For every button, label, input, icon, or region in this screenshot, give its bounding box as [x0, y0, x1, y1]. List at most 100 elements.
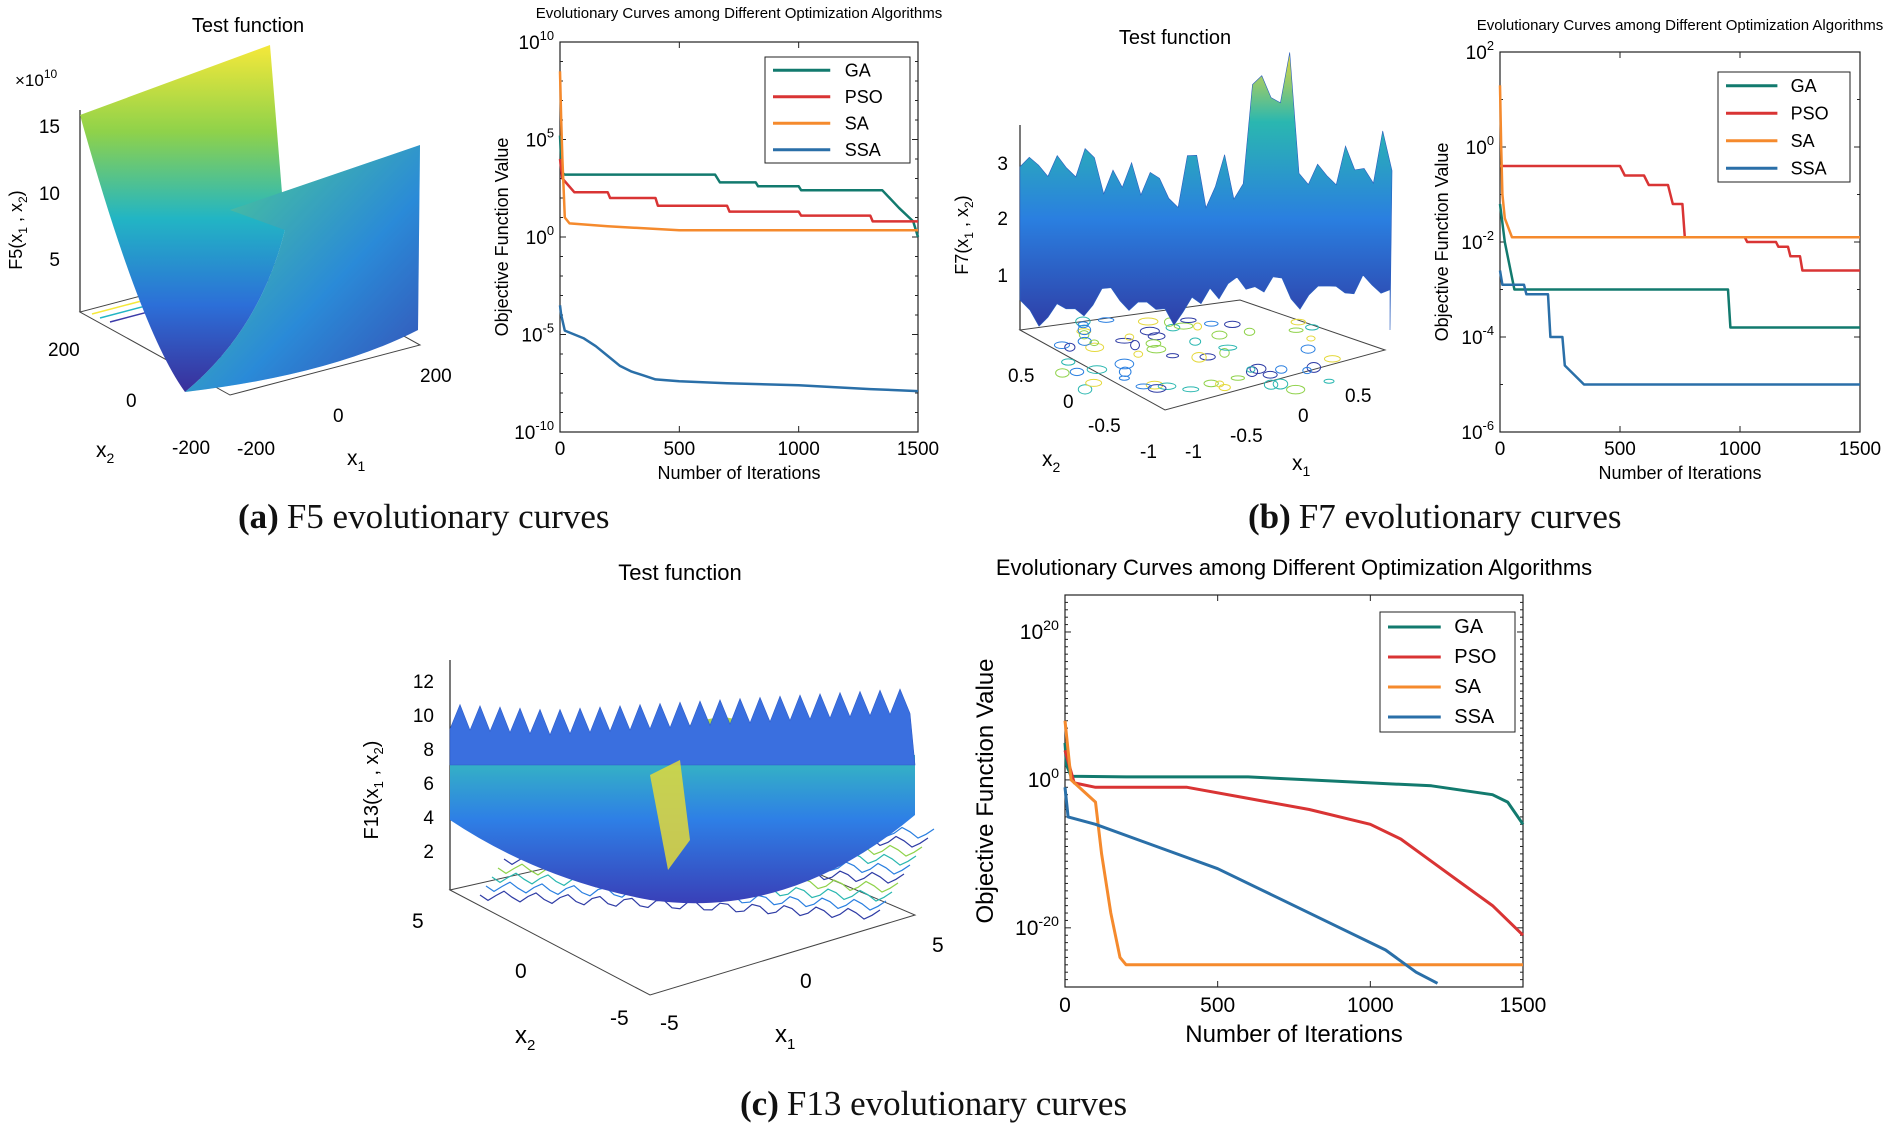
- x1-axis-label-f13: x1: [775, 1021, 795, 1053]
- contour-ring-f7: [1263, 379, 1279, 390]
- x2-tick-f7: -0.5: [1088, 416, 1121, 437]
- legend-label-pso: PSO: [845, 87, 883, 107]
- contour-ring-f7: [1145, 339, 1162, 348]
- x-axis-label: Number of Iterations: [1598, 463, 1761, 483]
- contour-ring-f7: [1173, 322, 1194, 330]
- y-tick-label: 10-4: [1461, 323, 1494, 349]
- x1-tick-f5: 0: [333, 406, 344, 427]
- surface-title-f13: Test function: [618, 560, 742, 585]
- x2-tick-f5: -200: [172, 438, 210, 459]
- x2-tick-f5: 0: [126, 391, 137, 412]
- contour-ring-f7: [1077, 384, 1093, 395]
- x1-tick-f13: -5: [660, 1012, 679, 1035]
- x2-tick-f7: -1: [1140, 442, 1157, 463]
- x2-tick-f5: 200: [48, 340, 80, 361]
- contour-ring-f7: [1302, 366, 1312, 375]
- surface-front-wall-f5: [185, 145, 420, 392]
- legend-label-ga: GA: [1791, 76, 1817, 96]
- contour-ring-f7: [1061, 358, 1076, 366]
- contour-ring-f7: [1097, 317, 1115, 323]
- z-tick-f13: 4: [423, 808, 434, 829]
- contour-ring-f7: [1219, 347, 1230, 358]
- y-tick-label: 10-10: [514, 418, 554, 444]
- chart-title: Evolutionary Curves among Different Opti…: [996, 555, 1592, 580]
- contour-ring-f7: [1055, 368, 1070, 378]
- z-label-f5: F5(x1 , x2): [6, 190, 30, 269]
- line-chart-f5: Evolutionary Curves among Different Opti…: [492, 5, 942, 483]
- contour-ring-f7: [1199, 353, 1216, 361]
- x-tick-label: 0: [1495, 439, 1506, 460]
- series-line-sa: [1063, 720, 1523, 967]
- contour-ring-f7: [1203, 379, 1219, 388]
- exponent-multiplier-f5: ×1010: [15, 67, 58, 90]
- caption-b: (b) F7 evolutionary curves: [1248, 497, 1622, 536]
- surface-title-f7: Test function: [1119, 27, 1231, 49]
- contour-ring-f7: [1157, 382, 1177, 390]
- y-tick-label: 1020: [1020, 618, 1059, 644]
- contour-ring-f7: [1182, 386, 1200, 393]
- x-tick-label: 1500: [1839, 439, 1881, 460]
- surface-ripples-f13: [449, 688, 916, 766]
- contour-ring-f7: [1218, 383, 1231, 392]
- contour-ring-f7: [1246, 366, 1256, 373]
- x2-tick-f7: 0: [1063, 392, 1074, 413]
- x1-axis-label-f7: x1: [1292, 452, 1311, 479]
- contour-ring-f7: [1290, 318, 1307, 326]
- contour-ring-f7: [1077, 336, 1092, 346]
- y-tick-label: 10-5: [521, 321, 554, 347]
- y-tick-label: 10-2: [1461, 228, 1494, 254]
- contour-ring-f7: [1086, 365, 1108, 374]
- series-line-ssa: [1498, 270, 1860, 386]
- x2-axis-label-f7: x2: [1042, 448, 1061, 475]
- x-axis-label: Number of Iterations: [657, 463, 820, 483]
- contour-ring-f7: [1078, 330, 1090, 340]
- y-tick-label: 10-6: [1461, 418, 1494, 444]
- legend-label-pso: PSO: [1454, 646, 1496, 668]
- legend-label-ga: GA: [845, 60, 871, 80]
- x-axis-label: Number of Iterations: [1185, 1021, 1402, 1048]
- contour-ring-f7: [1189, 337, 1202, 346]
- y-axis-label: Objective Function Value: [492, 138, 512, 337]
- surface-title-f5: Test function: [192, 15, 304, 37]
- contour-ring-f7: [1135, 383, 1152, 390]
- x-tick-label: 0: [1059, 994, 1071, 1017]
- caption-c: (c) F13 evolutionary curves: [740, 1084, 1127, 1123]
- legend-box: [764, 56, 911, 164]
- x2-axis-label-f13: x2: [515, 1022, 535, 1054]
- contour-ring-f7: [1085, 342, 1105, 353]
- contour-ring-f7: [1180, 317, 1197, 324]
- contour-ring-f7: [1114, 358, 1135, 370]
- contour-ring-f7: [1323, 378, 1335, 384]
- x-tick-label: 1000: [1719, 439, 1761, 460]
- z-tick-f13: 6: [423, 774, 434, 795]
- contour-ring-f7: [1077, 321, 1089, 329]
- y-tick-label: 100: [1466, 133, 1494, 159]
- x2-tick-f13: -5: [610, 1007, 629, 1030]
- x-tick-label: 0: [555, 439, 566, 460]
- contour-ring-f7: [1218, 344, 1238, 351]
- x-tick-label: 500: [1604, 439, 1636, 460]
- y-axis-label: Objective Function Value: [1432, 143, 1452, 342]
- contour-ring-f7: [1089, 339, 1100, 347]
- legend-label-sa: SA: [1454, 676, 1481, 698]
- contour-ring-f7: [1130, 340, 1140, 351]
- z-tick-f13: 8: [423, 740, 434, 761]
- contour-ring-f7: [1064, 342, 1076, 352]
- contour-ring-f7: [1275, 365, 1288, 374]
- series-line-sa: [1498, 85, 1860, 239]
- contour-ring-f7: [1323, 355, 1341, 363]
- x-tick-label: 1500: [1500, 994, 1547, 1017]
- legend-box: [1379, 611, 1516, 733]
- x2-tick-f13: 5: [412, 910, 424, 933]
- y-tick-label: 102: [1466, 38, 1494, 64]
- x1-axis-label-f5: x1: [347, 447, 366, 474]
- legend-label-ssa: SSA: [845, 140, 881, 160]
- surface-back-wall-f5: [80, 45, 285, 392]
- contour-ring-f7: [1230, 375, 1245, 381]
- surface-plot-f13: Test function 12 10 8 6 4 2 F13(x1 , x2)…: [361, 560, 944, 1054]
- legend-label-sa: SA: [1791, 131, 1815, 151]
- series-line-sa: [558, 71, 918, 232]
- contour-ring-f7: [1262, 370, 1278, 379]
- contour-ring-f7: [1286, 384, 1306, 395]
- x1-tick-f7: -0.5: [1230, 426, 1263, 447]
